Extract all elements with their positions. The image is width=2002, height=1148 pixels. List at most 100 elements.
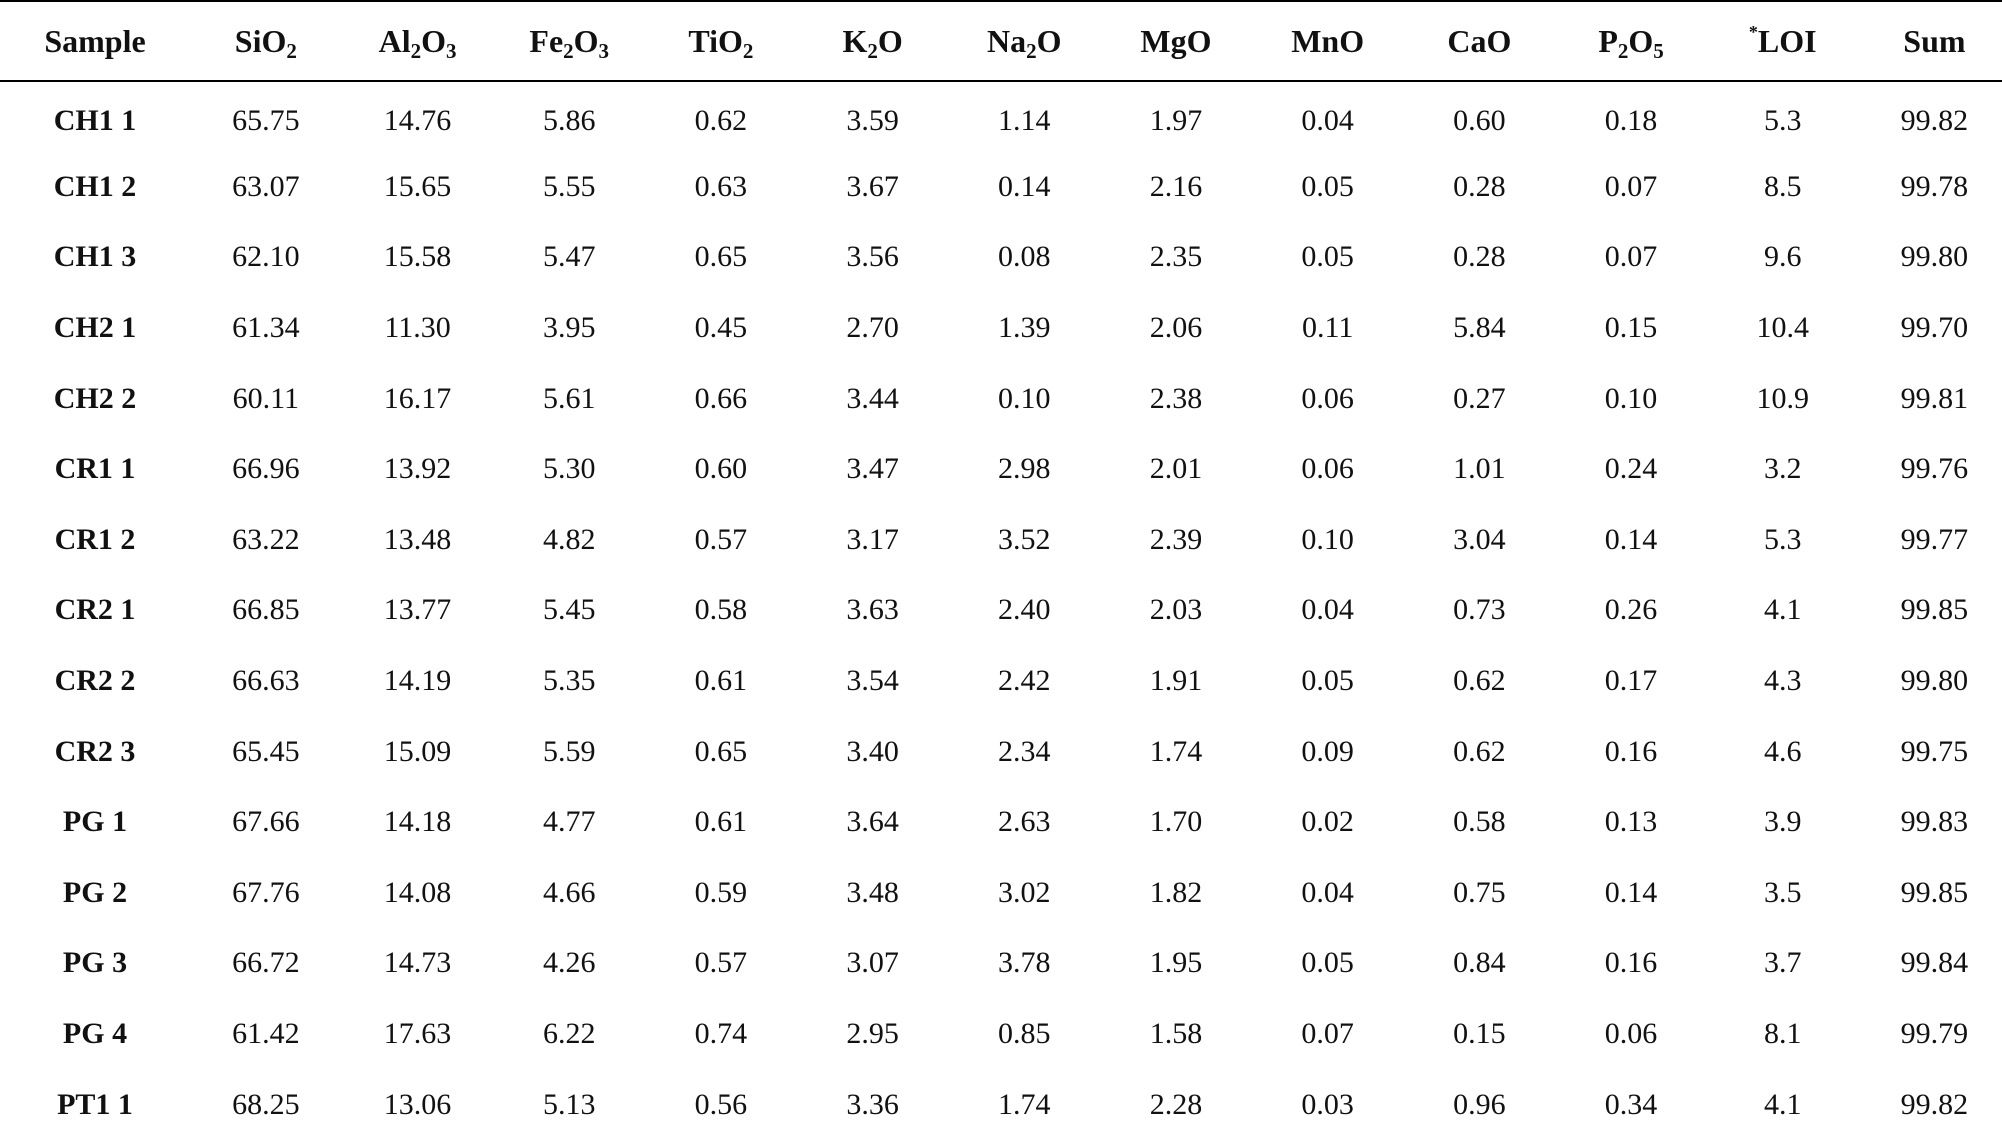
sample-id-cell: CH2 2 xyxy=(53,381,137,415)
value-cell-fe2o3: 4.82 xyxy=(542,522,596,556)
value-cell-k2o: 3.07 xyxy=(846,946,899,980)
table-row: PT1 1 68.25 13.06 5.13 0.56 3.36 1.74 2.28 0.03 0… xyxy=(0,1069,2002,1140)
sample-id-cell: CR2 1 xyxy=(54,593,136,627)
column-header-text: Al xyxy=(378,22,411,59)
value-cell-p2o5: 0.10 xyxy=(1604,381,1658,415)
column-header-text: P xyxy=(1598,22,1618,59)
value-cell-mno: 0.04 xyxy=(1301,103,1354,137)
value-cell-fe2o3: 5.45 xyxy=(542,593,596,627)
value-cell-cao: 0.96 xyxy=(1453,1087,1506,1121)
value-cell-k2o: 3.40 xyxy=(846,734,899,768)
value-cell-na2o: 2.98 xyxy=(998,452,1051,486)
value-cell-fe2o3: 3.95 xyxy=(542,311,596,345)
value-cell-na2o: 2.34 xyxy=(998,734,1051,768)
sample-id-cell: PG 4 xyxy=(62,1017,128,1051)
column-header-sum: Sum xyxy=(1858,0,2002,82)
value-cell-al2o3: 16.17 xyxy=(383,381,452,415)
value-cell-mno: 0.06 xyxy=(1301,452,1354,486)
column-header-text: TiO xyxy=(688,22,743,59)
sample-id-cell: PG 1 xyxy=(62,805,128,839)
value-cell-mno: 0.05 xyxy=(1301,946,1354,980)
value-cell-p2o5: 0.18 xyxy=(1604,103,1658,137)
value-cell-tio2: 0.62 xyxy=(694,103,748,137)
value-cell-p2o5: 0.26 xyxy=(1604,593,1658,627)
value-cell-fe2o3: 4.66 xyxy=(542,875,596,909)
value-cell-k2o: 3.36 xyxy=(846,1087,899,1121)
value-cell-sum: 99.75 xyxy=(1900,734,1969,768)
value-cell-cao: 0.73 xyxy=(1453,593,1506,627)
value-cell-al2o3: 15.09 xyxy=(383,734,452,768)
value-cell-sum: 99.70 xyxy=(1900,311,1969,345)
value-cell-cao: 0.15 xyxy=(1453,1017,1506,1051)
value-cell-p2o5: 0.07 xyxy=(1604,240,1658,274)
column-header-mno: MnO xyxy=(1251,0,1404,82)
value-cell-fe2o3: 5.59 xyxy=(542,734,596,768)
value-cell-na2o: 0.14 xyxy=(998,169,1051,203)
column-header-text: CaO xyxy=(1447,22,1512,59)
column-header-subscript: 2 xyxy=(563,38,574,63)
value-cell-tio2: 0.60 xyxy=(694,452,748,486)
value-cell-k2o: 3.64 xyxy=(846,805,899,839)
value-cell-mno: 0.05 xyxy=(1301,664,1354,698)
value-cell-k2o: 3.44 xyxy=(846,381,899,415)
value-cell-tio2: 0.65 xyxy=(694,240,748,274)
value-cell-na2o: 3.52 xyxy=(998,522,1051,556)
column-header-text: Sample xyxy=(44,22,146,59)
value-cell-loi: 8.5 xyxy=(1763,169,1802,203)
value-cell-sum: 99.85 xyxy=(1900,593,1969,627)
column-header-text: Fe xyxy=(529,22,564,59)
header-row: Sample SiO2 Al2O3 Fe2O3 TiO2 K2O Na2O MgO MnO CaO… xyxy=(0,0,2002,82)
value-cell-loi: 3.9 xyxy=(1763,805,1802,839)
column-header-subscript: 2 xyxy=(867,38,878,63)
column-header-sample: Sample xyxy=(0,0,190,82)
value-cell-p2o5: 0.24 xyxy=(1604,452,1658,486)
value-cell-mgo: 2.06 xyxy=(1149,311,1203,345)
sample-id-cell: CR1 2 xyxy=(54,522,136,556)
column-header-subscript: 2 xyxy=(742,38,754,63)
value-cell-loi: 4.6 xyxy=(1763,734,1802,768)
column-header-na2o: Na2O xyxy=(948,0,1101,82)
column-header-text: MgO xyxy=(1140,22,1212,59)
value-cell-mno: 0.07 xyxy=(1301,1017,1354,1051)
sample-id-cell: PG 3 xyxy=(62,946,128,980)
value-cell-sio2: 65.75 xyxy=(232,103,300,137)
value-cell-al2o3: 14.18 xyxy=(383,805,452,839)
column-header-subscript: 5 xyxy=(1653,38,1664,63)
table-row: CH1 1 65.75 14.76 5.86 0.62 3.59 1.14 1.97 0.04 0… xyxy=(0,81,2002,152)
table-row: CR2 2 66.63 14.19 5.35 0.61 3.54 2.42 1.91 0.05 0… xyxy=(0,646,2002,717)
value-cell-sum: 99.79 xyxy=(1900,1017,1969,1051)
column-header-mgo: MgO xyxy=(1100,0,1252,82)
column-header-text-rest: O xyxy=(421,22,446,59)
value-cell-al2o3: 15.65 xyxy=(383,169,452,203)
value-cell-na2o: 1.74 xyxy=(998,1087,1051,1121)
value-cell-tio2: 0.63 xyxy=(694,169,748,203)
column-header-text: Sum xyxy=(1903,22,1966,59)
column-header-superscript: * xyxy=(1748,21,1758,42)
column-header-subscript: 2 xyxy=(1617,38,1629,63)
value-cell-tio2: 0.74 xyxy=(694,1017,748,1051)
column-header-text: MnO xyxy=(1291,22,1365,59)
value-cell-na2o: 3.02 xyxy=(998,875,1051,909)
value-cell-sum: 99.78 xyxy=(1900,169,1969,203)
value-cell-mno: 0.02 xyxy=(1301,805,1354,839)
column-header-subscript: 3 xyxy=(598,38,610,63)
column-header-text: SiO xyxy=(234,22,287,59)
value-cell-cao: 0.84 xyxy=(1453,946,1506,980)
value-cell-tio2: 0.57 xyxy=(694,522,748,556)
value-cell-al2o3: 14.76 xyxy=(383,103,452,137)
value-cell-al2o3: 11.30 xyxy=(384,311,451,345)
value-cell-sum: 99.82 xyxy=(1900,103,1969,137)
column-header-p2o5: P2O5 xyxy=(1555,0,1707,82)
value-cell-p2o5: 0.16 xyxy=(1604,946,1658,980)
value-cell-sio2: 68.25 xyxy=(232,1087,300,1121)
table-body: CH1 1 65.75 14.76 5.86 0.62 3.59 1.14 1.97 0.04 0… xyxy=(0,81,2002,1140)
value-cell-cao: 0.58 xyxy=(1453,805,1506,839)
value-cell-sum: 99.82 xyxy=(1900,1087,1969,1121)
value-cell-sio2: 62.10 xyxy=(232,240,300,274)
value-cell-tio2: 0.61 xyxy=(694,664,748,698)
value-cell-sum: 99.83 xyxy=(1900,805,1969,839)
sample-id-cell: PT1 1 xyxy=(57,1087,133,1121)
table-row: CR1 2 63.22 13.48 4.82 0.57 3.17 3.52 2.39 0.10 3… xyxy=(0,505,2002,576)
value-cell-cao: 0.62 xyxy=(1453,734,1506,768)
value-cell-p2o5: 0.15 xyxy=(1604,311,1658,345)
